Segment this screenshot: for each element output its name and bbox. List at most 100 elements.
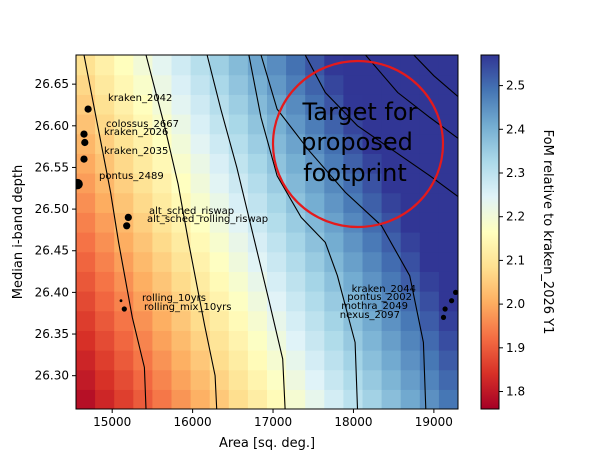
heatmap-cell <box>247 369 268 390</box>
x-tick-label: 19000 <box>415 415 453 429</box>
heatmap-cell <box>286 94 306 115</box>
contour-line <box>260 55 427 409</box>
point-alt_sched_riswap <box>124 213 132 221</box>
heatmap-cell <box>400 389 421 409</box>
heatmap-cell <box>209 55 230 76</box>
heatmap-cell <box>343 271 364 292</box>
heatmap-cell <box>381 251 402 272</box>
heatmap-cell <box>362 133 383 154</box>
heatmap-cell <box>362 55 383 76</box>
point-label-rolling_mix_10yrs: rolling_mix_10yrs <box>144 302 231 313</box>
heatmap-cell <box>305 330 325 351</box>
heatmap-cell <box>305 251 325 272</box>
heatmap-cell <box>247 94 268 115</box>
heatmap-cell <box>362 271 383 292</box>
heatmap-cell <box>95 310 115 331</box>
heatmap-cell <box>343 94 364 115</box>
heatmap-cell <box>267 114 287 135</box>
heatmap-cell <box>152 389 173 409</box>
y-tick-label: 26.45 <box>35 244 69 258</box>
heatmap-cell <box>343 330 364 351</box>
heatmap-cell <box>228 369 249 390</box>
point-rolling_10yrs <box>119 299 123 303</box>
point-rolling_mix_10yrs <box>121 306 127 312</box>
heatmap-cell <box>95 114 115 135</box>
y-tick-label: 26.60 <box>35 119 69 133</box>
heatmap-cell <box>209 192 230 213</box>
heatmap-cell <box>324 94 344 115</box>
heatmap-cell <box>76 291 96 312</box>
heatmap-cell <box>267 192 287 213</box>
heatmap-cell <box>133 133 153 154</box>
heatmap-cell <box>343 212 364 233</box>
heatmap-cell <box>190 74 211 95</box>
point-label-rolling_10yrs: rolling_10yrs <box>142 293 206 304</box>
heatmap-cell <box>362 74 383 95</box>
heatmap-cell <box>247 192 268 213</box>
heatmap-cell <box>438 232 458 253</box>
contour-line <box>83 55 147 409</box>
contour-line <box>365 55 458 139</box>
heatmap-cell <box>114 94 134 115</box>
heatmap-cell <box>286 153 306 174</box>
heatmap-cell <box>190 133 211 154</box>
heatmap-cell <box>171 232 192 253</box>
point-label-kraken_2042: kraken_2042 <box>108 93 172 104</box>
heatmap-cell <box>381 133 402 154</box>
heatmap-cell <box>95 330 115 351</box>
heatmap-cell <box>209 350 230 371</box>
heatmap-cell <box>247 173 268 194</box>
heatmap-cell <box>209 291 230 312</box>
heatmap-cell <box>343 369 364 390</box>
colorbar-tick-label: 2.3 <box>506 166 525 180</box>
heatmap <box>76 55 458 409</box>
heatmap-cell <box>133 310 153 331</box>
heatmap-cell <box>152 350 173 371</box>
heatmap-cell <box>171 251 192 272</box>
heatmap-cell <box>305 114 325 135</box>
heatmap-cell <box>381 153 402 174</box>
heatmap-cell <box>228 330 249 351</box>
heatmap-cell <box>381 114 402 135</box>
point-kraken_2042 <box>84 105 92 113</box>
annotation-line-2: proposed <box>301 128 413 156</box>
heatmap-cell <box>362 114 383 135</box>
heatmap-cell <box>114 389 134 409</box>
heatmap-cell <box>190 330 211 351</box>
heatmap-cell <box>114 291 134 312</box>
heatmap-cell <box>190 94 211 115</box>
heatmap-cell <box>343 350 364 371</box>
heatmap-cell <box>190 173 211 194</box>
colorbar-tick-label: 1.8 <box>506 385 525 399</box>
heatmap-cell <box>95 291 115 312</box>
x-axis-label: Area [sq. deg.] <box>219 436 315 451</box>
heatmap-cell <box>133 55 153 76</box>
heatmap-cell <box>362 291 383 312</box>
heatmap-cell <box>228 133 249 154</box>
heatmap-cell <box>76 192 96 213</box>
heatmap-cell <box>305 291 325 312</box>
heatmap-cell <box>171 350 192 371</box>
y-tick-label: 26.40 <box>35 285 69 299</box>
heatmap-cell <box>76 232 96 253</box>
colorbar-tick-label: 1.9 <box>506 341 525 355</box>
heatmap-cell <box>286 212 306 233</box>
heatmap-cell <box>133 173 153 194</box>
heatmap-cell <box>209 369 230 390</box>
heatmap-cell <box>286 232 306 253</box>
heatmap-cell <box>419 369 440 390</box>
heatmap-cell <box>152 232 173 253</box>
heatmap-cell <box>190 369 211 390</box>
heatmap-cell <box>324 389 344 409</box>
heatmap-cell <box>247 232 268 253</box>
heatmap-cell <box>305 369 325 390</box>
heatmap-cell <box>152 330 173 351</box>
heatmap-cell <box>152 173 173 194</box>
heatmap-cell <box>343 192 364 213</box>
heatmap-cell <box>267 212 287 233</box>
heatmap-cell <box>76 114 96 135</box>
heatmap-cell <box>419 232 440 253</box>
heatmap-cell <box>95 232 115 253</box>
heatmap-cell <box>400 114 421 135</box>
